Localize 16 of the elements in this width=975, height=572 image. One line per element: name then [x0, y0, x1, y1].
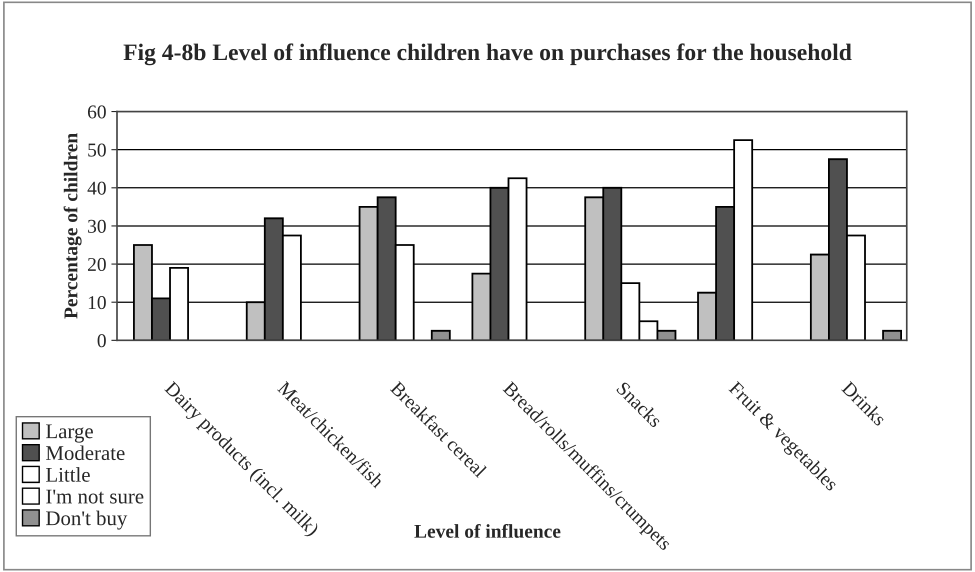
y-tick-label: 40: [88, 182, 106, 195]
chart-title: Fig 4-8b Level of influence children have on purchases for the household: [124, 43, 852, 66]
bar: [430, 330, 451, 340]
y-tick-label: 60: [88, 105, 106, 118]
y-tick-label: 50: [88, 143, 106, 157]
legend-label: I'm not sure: [46, 490, 144, 504]
legend-label: Don't buy: [46, 510, 128, 530]
legend-label: Little: [46, 467, 90, 482]
bar: [882, 330, 902, 340]
legend-label: Moderate: [46, 445, 125, 460]
legend-label: Large: [46, 424, 93, 443]
y-tick-label: 0: [98, 334, 106, 348]
y-axis-title: Percentage of children: [64, 133, 82, 319]
y-tick-label: 10: [88, 296, 106, 310]
y-tick-label: 30: [88, 220, 106, 233]
y-tick-label: 20: [88, 258, 106, 272]
